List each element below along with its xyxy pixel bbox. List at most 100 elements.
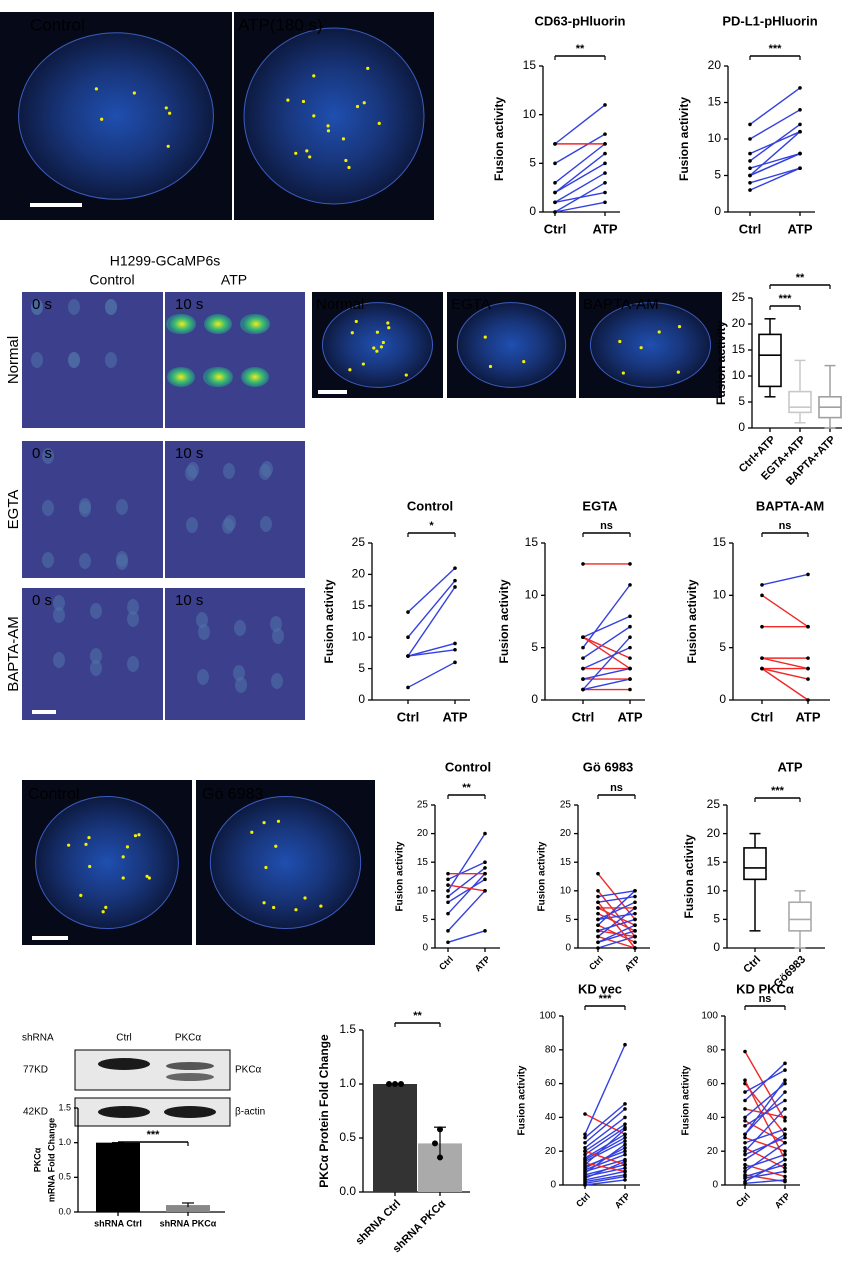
pair-line [749, 87, 801, 125]
y-tick-label: 0.0 [339, 1184, 356, 1198]
significance-label: * [429, 520, 434, 532]
point [553, 161, 557, 166]
y-axis-label: Fusion activity [685, 579, 699, 663]
bar [373, 1084, 417, 1192]
fusion-dot [618, 339, 622, 344]
y-tick-label: 15 [523, 58, 537, 72]
y-axis-label: Fusion activity [322, 579, 336, 663]
point [603, 181, 607, 185]
point [432, 1140, 438, 1147]
pair-line [584, 1126, 626, 1156]
pair-line [407, 649, 456, 657]
point [748, 122, 752, 127]
x-tick-label: Ctrl [741, 954, 763, 976]
point [596, 929, 600, 933]
point [553, 210, 557, 214]
point [623, 1162, 627, 1167]
pair-line [744, 1108, 786, 1152]
fusion-dot [676, 370, 680, 374]
cell [53, 595, 65, 611]
pair-line [584, 1158, 626, 1173]
fusion-dot [101, 910, 105, 914]
y-tick-label: 15 [708, 95, 722, 109]
point [623, 1107, 627, 1111]
point [596, 906, 600, 910]
pair-line [744, 1079, 786, 1135]
cell [116, 551, 128, 567]
y-tick-label: 5 [529, 156, 536, 170]
point [581, 666, 585, 671]
point [596, 923, 600, 927]
image-panel [22, 292, 163, 428]
bar [96, 1142, 140, 1212]
x-tick-label: shRNA Ctrl [94, 1218, 142, 1228]
point [760, 593, 764, 598]
x-tick-label: ATP [442, 709, 467, 724]
pair-line [597, 907, 636, 938]
chart-title: PD-L1-pHluorin [722, 13, 817, 28]
point [743, 1181, 747, 1186]
pair-line [749, 167, 801, 191]
pair-line [597, 935, 636, 949]
panel-label: Control [28, 786, 80, 803]
box [758, 333, 782, 388]
fusion-dot [387, 326, 391, 330]
cell [90, 660, 102, 676]
y-tick-label: 15 [560, 857, 572, 868]
panel-label: ATP(180 s) [238, 15, 323, 34]
significance-label: ** [796, 272, 805, 284]
fusion-dot [657, 330, 661, 334]
pair-line [582, 678, 631, 691]
point [633, 917, 637, 922]
fusion-dot [381, 340, 385, 345]
cell [243, 27, 425, 205]
y-axis-label: mRNA Fold Change [46, 1118, 56, 1202]
pair-line [584, 1170, 626, 1181]
point [783, 1157, 787, 1162]
y-tick-label: 20 [417, 828, 429, 839]
point [628, 583, 632, 587]
chart-title: Control [445, 759, 491, 774]
x-tick-label: ATP [773, 1191, 792, 1210]
point [446, 871, 450, 876]
y-tick-label: 0 [713, 940, 720, 954]
fusion-dot [312, 74, 316, 78]
pair-line [744, 1128, 786, 1144]
pair-line [447, 833, 486, 892]
pair-line [554, 191, 606, 203]
fusion-dot [354, 319, 358, 324]
y-tick-label: 0 [565, 943, 571, 954]
fusion-dot [639, 346, 643, 350]
fusion-dot [166, 144, 170, 148]
significance-label: ** [413, 1010, 422, 1022]
point [581, 645, 585, 650]
band [98, 1106, 150, 1118]
point [783, 1169, 787, 1174]
point [581, 677, 585, 681]
cell [90, 648, 102, 664]
point [798, 129, 802, 134]
image-panel [165, 588, 305, 720]
cell [270, 616, 282, 632]
y-tick-label: 0 [358, 692, 365, 706]
y-tick-label: 15 [417, 857, 429, 868]
point [783, 1098, 787, 1103]
y-axis-label: Fusion activity [714, 321, 728, 405]
point [628, 656, 632, 660]
point [633, 911, 637, 916]
time-label: 0 s [32, 296, 52, 313]
point [583, 1149, 587, 1153]
x-tick-label: Ctrl [751, 709, 773, 724]
y-tick-label: 20 [352, 567, 366, 581]
point [446, 929, 450, 933]
pair-line [447, 867, 486, 898]
point [743, 1146, 747, 1150]
y-tick-label: 5 [714, 168, 721, 182]
point [760, 583, 764, 587]
fusion-dot [404, 373, 408, 377]
point [633, 934, 637, 939]
fusion-dot [347, 165, 351, 170]
point [392, 1081, 398, 1087]
y-tick-label: 20 [732, 316, 746, 330]
pair-line [407, 580, 456, 638]
